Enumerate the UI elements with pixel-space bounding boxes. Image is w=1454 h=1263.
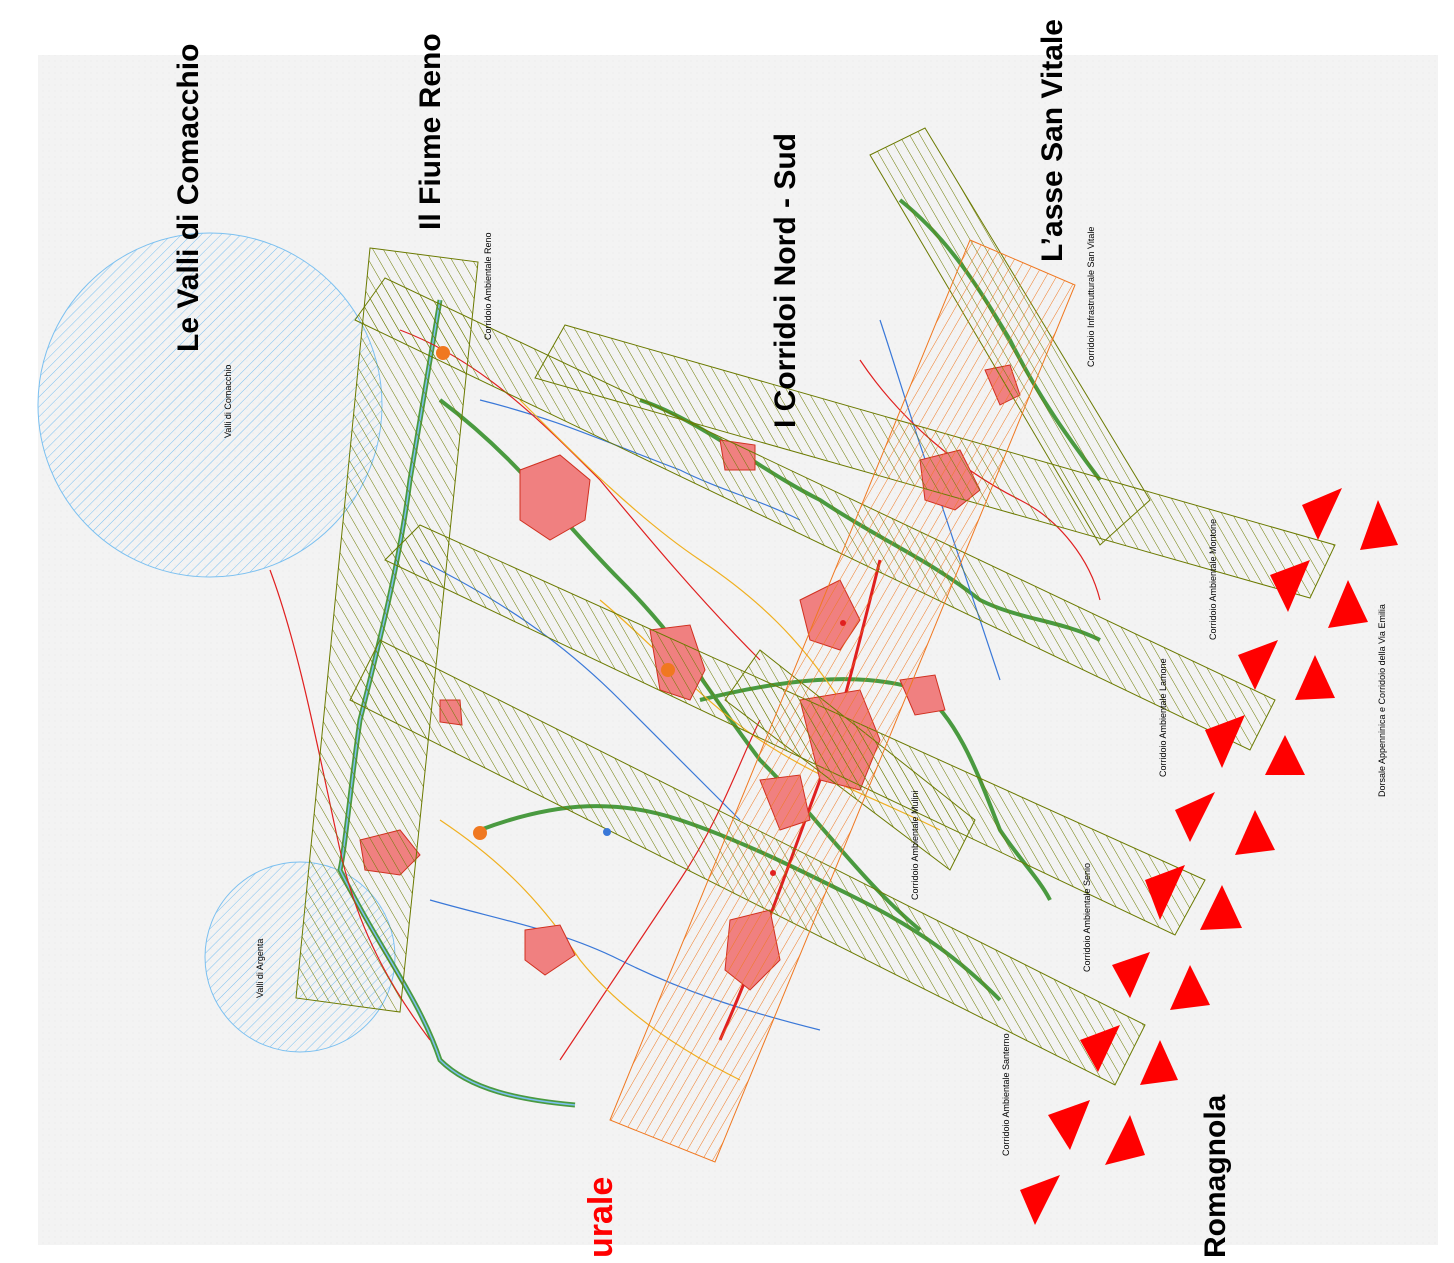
label-corridoio-santerno: Corridoio Ambientale Santerno <box>1001 1033 1011 1156</box>
orange-node-marker <box>436 346 450 360</box>
corridor-lamone-band <box>354 277 1276 751</box>
title-fiume-reno: Il Fiume Reno <box>414 33 447 230</box>
title-romagnola: Romagnola <box>1199 1094 1232 1258</box>
red-triangle-marker <box>1238 640 1278 690</box>
red-triangle-marker <box>1200 885 1242 930</box>
red-triangle-marker <box>1235 810 1275 855</box>
corridor-reno-band <box>295 247 479 1013</box>
red-triangle-marker <box>1265 735 1305 775</box>
red-triangle-marker <box>1295 655 1335 700</box>
red-triangle-marker <box>1112 952 1150 998</box>
title-urale: urale <box>582 1177 620 1258</box>
red-triangle-marker <box>1270 560 1310 612</box>
road-yellow-1 <box>519 399 841 701</box>
red-triangle-marker <box>1205 715 1245 768</box>
blue-node-marker <box>603 828 611 836</box>
label-corridoio-mulini: Corridoio Ambientale Mulini <box>910 790 920 900</box>
corridor-orange-band <box>609 239 1076 1163</box>
orange-node-marker <box>661 663 675 677</box>
red-triangle-marker <box>1105 1115 1145 1165</box>
section-titles: Le Valli di Comacchio Il Fiume Reno I Co… <box>172 19 1232 1258</box>
red-triangle-marker <box>1080 1025 1120 1072</box>
red-node-marker <box>770 870 776 876</box>
label-corridoio-lamone: Corridoio Ambientale Lamone <box>1158 658 1168 777</box>
node-markers <box>436 346 846 876</box>
red-triangle-marker <box>1175 792 1215 842</box>
label-corridoio-san-vitale: Corridoio Infrastrutturale San Vitale <box>1086 227 1096 367</box>
label-valli-argenta: Valli di Argenta <box>255 939 265 998</box>
red-node-marker <box>840 620 846 626</box>
valli-comacchio-zone <box>37 232 383 578</box>
red-triangle-marker <box>1048 1100 1090 1150</box>
title-valli-comacchio: Le Valli di Comacchio <box>172 44 205 352</box>
label-valli-comacchio: Valli di Comacchio <box>223 365 233 438</box>
red-triangle-marker <box>1140 1040 1178 1085</box>
red-triangle-marker <box>1020 1175 1060 1225</box>
red-triangle-marker <box>1145 865 1185 920</box>
red-triangle-marker <box>1360 500 1398 550</box>
red-triangle-marker <box>1328 580 1368 628</box>
title-asse-san-vitale: L’asse San Vitale <box>1036 19 1069 262</box>
infrastructure-corridor <box>609 239 1076 1163</box>
label-dorsale: Dorsale Appenninica e Corridoio della Vi… <box>1377 604 1387 797</box>
label-corridoio-reno: Corridoio Ambientale Reno <box>483 232 493 340</box>
dorsale-triangles <box>1020 488 1398 1225</box>
urban-area <box>519 454 591 541</box>
road-red-3 <box>559 719 761 1061</box>
corridor-labels: Valli di Comacchio Valli di Argenta Corr… <box>223 227 1387 1156</box>
red-triangle-marker <box>1170 965 1210 1010</box>
label-corridoio-senio: Corridoio Ambientale Senio <box>1082 863 1092 972</box>
orange-node-marker <box>473 826 487 840</box>
label-corridoio-montone: Corridoio Ambientale Montone <box>1208 519 1218 640</box>
title-corridoi-nord-sud: I Corridoi Nord - Sud <box>769 133 802 428</box>
urban-area <box>524 924 576 976</box>
red-triangle-marker <box>1302 488 1342 540</box>
